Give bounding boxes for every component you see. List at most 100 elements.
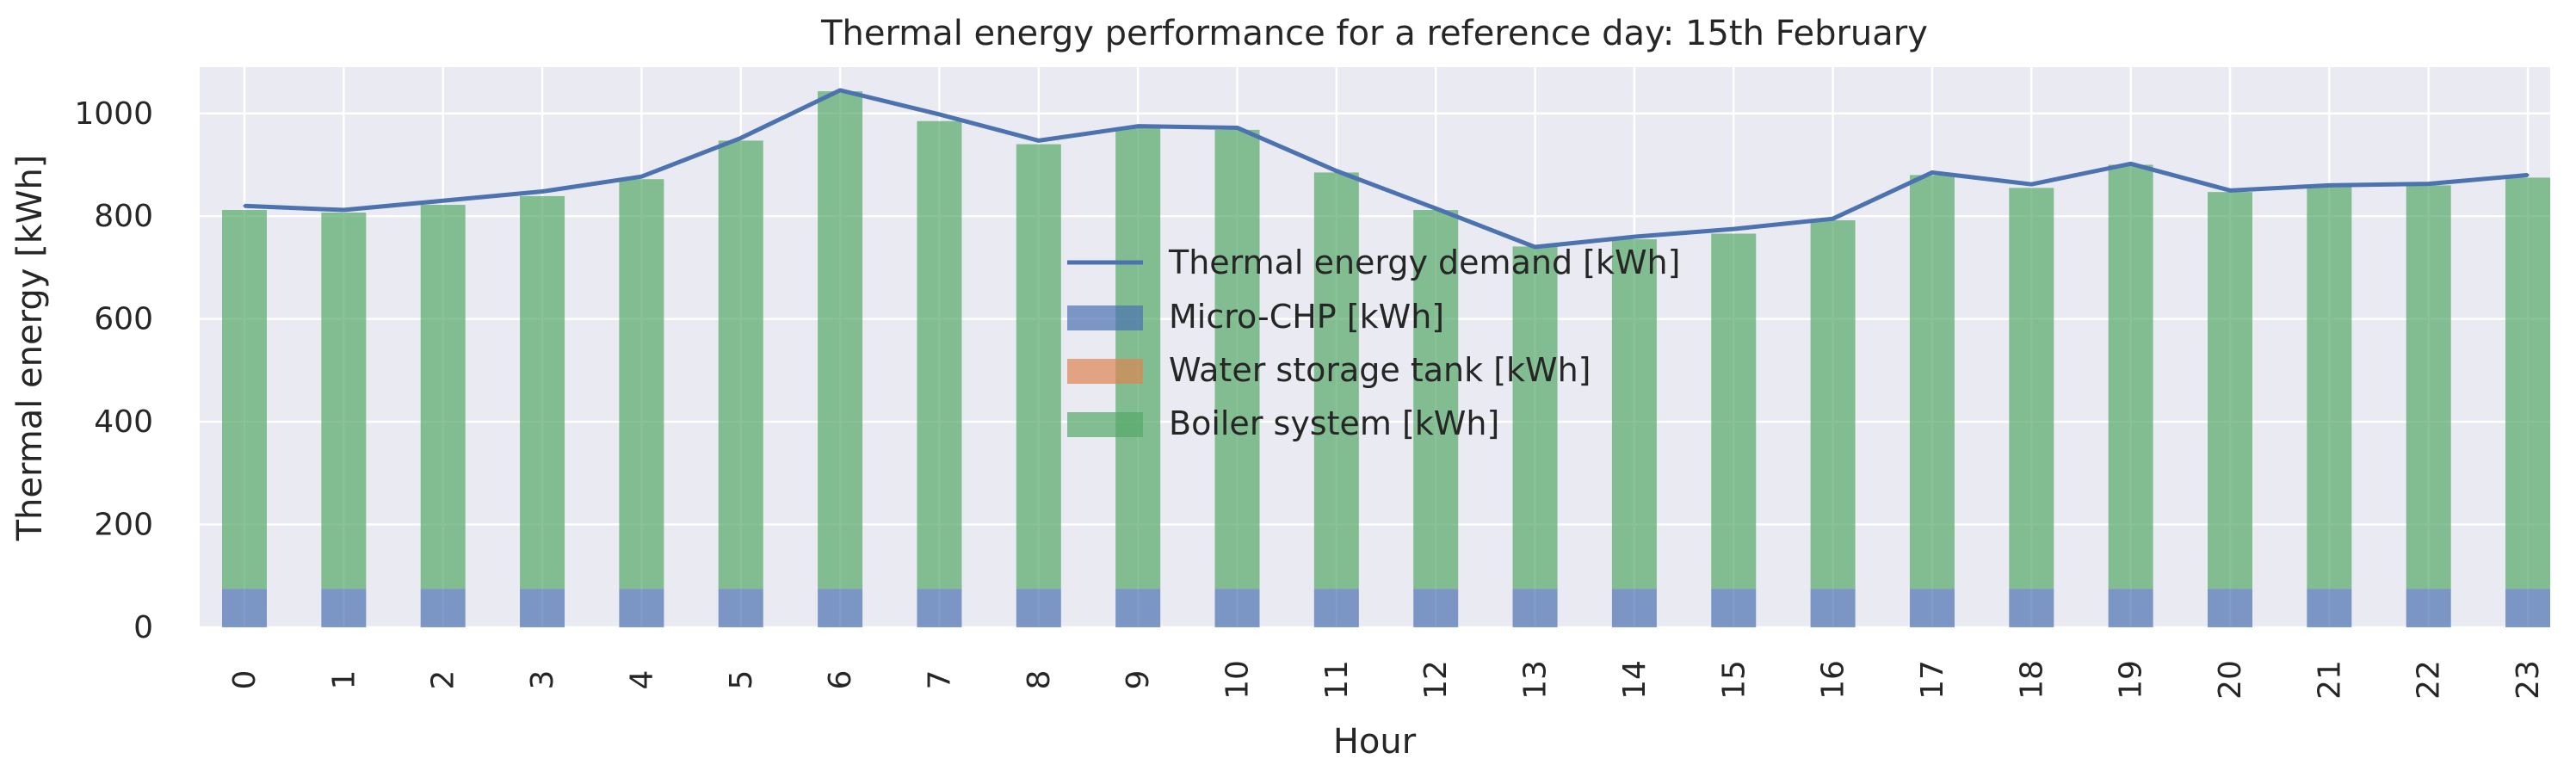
bar-micro-chp: [818, 589, 863, 627]
bar-boiler: [1909, 175, 1955, 589]
bar-micro-chp: [222, 589, 267, 627]
bar-boiler: [619, 179, 664, 589]
x-tick-label: 19: [2114, 660, 2149, 700]
y-tick-label: 800: [94, 199, 153, 234]
demand-line: [244, 88, 2529, 250]
demand-point: [1534, 245, 1537, 249]
x-tick-label: 4: [624, 670, 659, 690]
bar-micro-chp: [2009, 589, 2054, 627]
bar-boiler: [1313, 172, 1359, 589]
demand-point: [1832, 217, 1835, 220]
bar-micro-chp: [1711, 589, 1757, 627]
x-tick-label: 5: [724, 670, 759, 690]
demand-point: [1633, 235, 1636, 238]
bar-micro-chp: [1810, 589, 1856, 627]
x-tick-label: 6: [823, 670, 858, 690]
bar-micro-chp: [2108, 589, 2153, 627]
bar-micro-chp: [1214, 589, 1260, 627]
bar-boiler: [1016, 144, 1061, 589]
bar-boiler: [1413, 210, 1459, 589]
bar-boiler: [420, 205, 466, 589]
bar-boiler: [1711, 233, 1757, 589]
demand-point: [2327, 183, 2331, 187]
bar-boiler: [1115, 126, 1161, 589]
bar-boiler: [520, 195, 565, 589]
y-tick-label: 1000: [74, 96, 153, 132]
x-tick-label: 0: [227, 670, 263, 690]
legend-label-micro-chp: Micro-CHP [kWh]: [1169, 298, 1444, 336]
bar-micro-chp: [2406, 589, 2451, 627]
x-tick-label: 9: [1121, 670, 1156, 690]
demand-point: [2228, 188, 2232, 192]
demand-point: [639, 175, 643, 178]
demand-point: [1930, 170, 1934, 174]
bar-boiler: [1810, 219, 1856, 589]
x-tick-label: 10: [1220, 660, 1256, 700]
y-tick-label: 200: [94, 508, 153, 543]
demand-point: [1037, 139, 1041, 142]
x-tick-label: 12: [1418, 660, 1454, 700]
y-tick-label: 0: [133, 610, 153, 645]
bar-boiler: [2009, 188, 2054, 589]
x-tick-label: 3: [525, 670, 560, 690]
bar-micro-chp: [2505, 589, 2551, 627]
bar-micro-chp: [1909, 589, 1955, 627]
bar-micro-chp: [1512, 589, 1558, 627]
x-tick-label: 16: [1816, 660, 1851, 700]
x-tick-label: 18: [2014, 660, 2049, 700]
x-tick-label: 17: [1915, 660, 1950, 700]
x-tick-label: 2: [426, 670, 461, 690]
demand-point: [1335, 170, 1338, 173]
demand-point: [243, 204, 246, 207]
x-tick-label: 1: [326, 670, 361, 690]
bar-micro-chp: [1016, 589, 1061, 627]
x-tick-label: 21: [2312, 660, 2347, 700]
bar-boiler: [222, 210, 267, 589]
y-tick-label: 600: [94, 302, 153, 337]
bar-boiler: [917, 120, 962, 589]
chart-title: Thermal energy performance for a referen…: [820, 14, 1928, 53]
bar-micro-chp: [1611, 589, 1657, 627]
bar-micro-chp: [1413, 589, 1459, 627]
legend-swatch-boiler: [1067, 412, 1143, 437]
bar-micro-chp: [2307, 589, 2352, 627]
x-tick-label: 7: [922, 670, 957, 690]
x-tick-label: 13: [1518, 660, 1554, 700]
bar-micro-chp: [1115, 589, 1161, 627]
demand-point: [2526, 173, 2530, 176]
y-axis-label: Thermal energy [kWh]: [10, 155, 50, 542]
demand-point: [739, 136, 743, 139]
bar-boiler: [2406, 185, 2451, 589]
bar-boiler: [818, 91, 863, 589]
x-tick-label: 14: [1617, 660, 1652, 700]
demand-point: [1732, 227, 1735, 231]
legend-swatch-micro-chp: [1067, 305, 1143, 330]
bar-boiler: [2208, 192, 2252, 589]
demand-point: [1236, 126, 1239, 129]
legend-swatch-water-storage: [1067, 359, 1143, 384]
x-tick-label: 20: [2213, 660, 2248, 700]
legend-label-water-storage: Water storage tank [kWh]: [1169, 351, 1591, 389]
y-tick-label: 400: [94, 404, 153, 440]
bar-micro-chp: [1313, 589, 1359, 627]
bar-micro-chp: [520, 589, 565, 627]
bar-micro-chp: [917, 589, 962, 627]
demand-point: [937, 113, 941, 116]
x-axis-label: Hour: [1333, 722, 1417, 762]
legend: Thermal energy demand [kWh] Micro-CHP [k…: [1067, 244, 1680, 442]
bar-boiler: [1611, 239, 1657, 589]
demand-point: [2427, 182, 2431, 186]
bar-group: [222, 91, 2551, 627]
demand-point: [541, 190, 544, 194]
x-tick-label: 8: [1022, 670, 1057, 690]
bar-micro-chp: [2208, 589, 2252, 627]
bar-micro-chp: [420, 589, 466, 627]
x-tick-label: 23: [2511, 660, 2546, 700]
bar-boiler: [718, 140, 763, 589]
demand-point: [1136, 125, 1140, 128]
legend-label-demand: Thermal energy demand [kWh]: [1168, 244, 1680, 281]
bar-boiler: [1214, 129, 1260, 589]
demand-point: [342, 208, 345, 212]
